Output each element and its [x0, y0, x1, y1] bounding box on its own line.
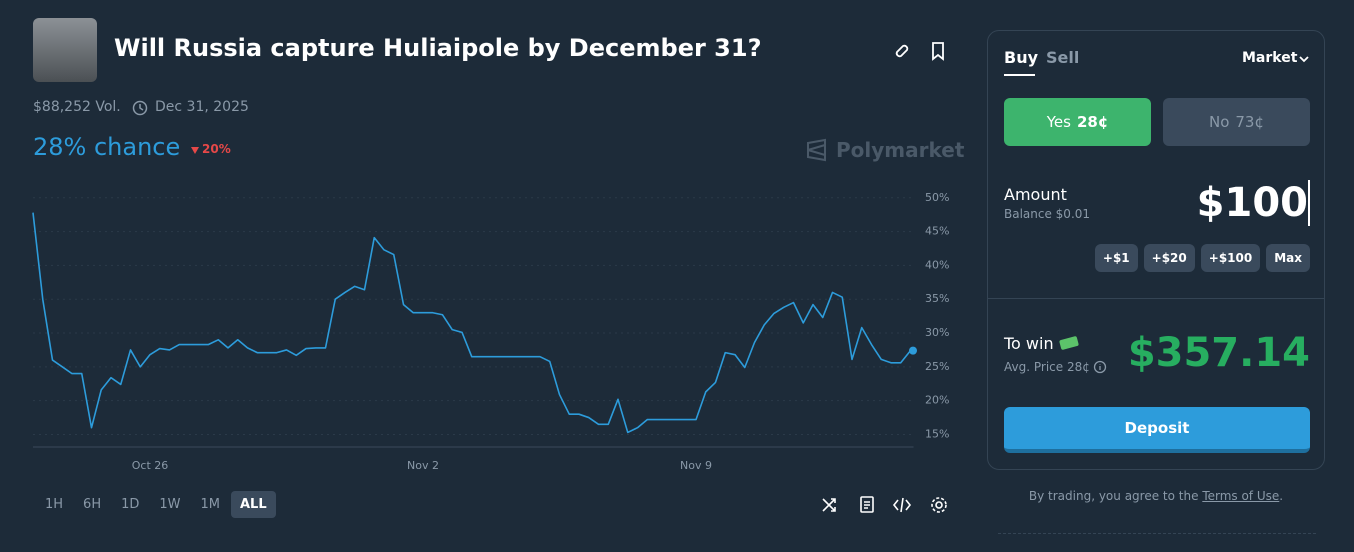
info-icon [1093, 360, 1107, 374]
tab-buy[interactable]: Buy [1004, 48, 1039, 67]
terms-suffix: . [1279, 489, 1284, 503]
y-tick-label: 15% [925, 427, 949, 440]
y-tick-label: 40% [925, 258, 949, 271]
timeframe-button[interactable]: 1D [121, 497, 140, 512]
quick-amount-button[interactable]: +$1 [1094, 244, 1138, 272]
timeframe-button[interactable]: 1M [200, 497, 221, 512]
down-icon [191, 147, 199, 154]
header-icons[interactable] [893, 40, 953, 62]
yes-button[interactable]: Yes 28¢ [1004, 98, 1151, 146]
price-line [32, 212, 912, 434]
amount-label: Amount [1004, 185, 1067, 204]
tab-sell[interactable]: Sell [1046, 48, 1080, 67]
end-date: Dec 31, 2025 [155, 99, 249, 115]
chevron [1299, 56, 1309, 63]
timeframe-button[interactable]: 1H [45, 497, 64, 512]
change: 20% [202, 142, 231, 156]
x-tick-label: Nov 9 [680, 459, 712, 472]
timeframe-button[interactable]: 6H [83, 497, 102, 512]
divider [988, 298, 1324, 299]
no-price: 73¢ [1235, 113, 1265, 131]
divider-dashed [998, 533, 1316, 534]
balance: Balance $0.01 [1004, 207, 1091, 221]
y-tick-label: 50% [925, 191, 949, 204]
y-tick-label: 45% [925, 225, 949, 238]
deposit-button[interactable]: Deposit [1004, 407, 1310, 453]
chance: 28% chance [33, 133, 181, 161]
y-tick-label: 35% [925, 292, 949, 305]
order-type[interactable]: Market [1242, 50, 1298, 66]
timeframe-button[interactable]: 1W [159, 497, 181, 512]
terms: By trading, you agree to the Terms of Us… [987, 489, 1325, 503]
yes-label: Yes [1046, 113, 1071, 131]
chart-tools[interactable] [820, 495, 950, 515]
no-button[interactable]: No 73¢ [1163, 98, 1310, 146]
volume: $88,252 Vol. [33, 99, 121, 115]
market-title: Will Russia capture Huliaipole by Decemb… [114, 34, 762, 62]
price-chart: 15% 20% 25% 30% 35% 40% 45% 50% Oct 26 Nov 2 Nov 9 [32, 191, 949, 472]
clock-icon [132, 100, 148, 116]
x-tick-label: Nov 2 [407, 459, 439, 472]
terms-link[interactable]: Terms of Use [1202, 489, 1280, 503]
yes-price: 28¢ [1076, 113, 1109, 131]
quick-amount-button[interactable]: Max [1266, 244, 1310, 272]
no-label: No [1208, 113, 1230, 131]
x-tick-label: Oct 26 [132, 459, 169, 472]
last-point [909, 346, 917, 355]
money-icon [1059, 336, 1079, 350]
to-win-label: To win [1004, 334, 1054, 353]
market-image [33, 18, 97, 82]
tab-underline [1004, 74, 1035, 76]
amount-input[interactable]: $100 [1196, 180, 1310, 226]
timeframes: 1H 6H 1D 1W 1M ALL [36, 491, 278, 518]
brand: Polymarket [836, 138, 965, 162]
to-win: $357.14 [1127, 330, 1310, 376]
timeframe-button[interactable]: ALL [231, 491, 276, 518]
y-tick-label: 25% [925, 360, 949, 373]
y-tick-label: 20% [925, 394, 949, 407]
quick-amounts: +$1 +$20 +$100 Max [1089, 244, 1310, 272]
terms-prefix: By trading, you agree to the [1028, 489, 1199, 503]
quick-amount-button[interactable]: +$20 [1143, 244, 1195, 272]
y-tick-label: 30% [925, 326, 949, 339]
quick-amount-button[interactable]: +$100 [1200, 244, 1261, 272]
brand-logo [807, 138, 826, 162]
trade-panel [987, 30, 1325, 470]
avg-price: Avg. Price 28¢ [1004, 360, 1090, 374]
